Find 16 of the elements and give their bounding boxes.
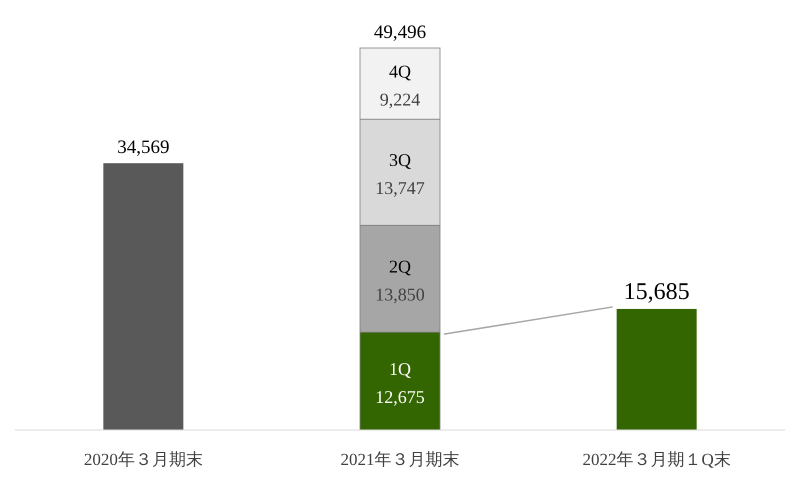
total-label: 49,496 <box>374 22 426 43</box>
series-label: 2Q <box>389 256 411 277</box>
series-label: 1Q <box>389 359 411 380</box>
data-label: 13,850 <box>375 284 425 305</box>
bar <box>103 163 184 430</box>
bar <box>616 308 697 430</box>
total-label: 34,569 <box>117 137 170 158</box>
data-label: 9,224 <box>380 90 420 110</box>
data-label: 13,747 <box>375 178 425 198</box>
x-tick-label: 2020年３月期末 <box>84 450 203 469</box>
total-label: 15,685 <box>624 278 690 305</box>
series-label: 4Q <box>389 62 411 82</box>
series-label: 3Q <box>389 150 411 170</box>
x-tick-label: 2022年３月期１Q末 <box>582 450 731 469</box>
data-label: 12,675 <box>375 387 425 408</box>
x-tick-label: 2021年３月期末 <box>340 450 460 469</box>
